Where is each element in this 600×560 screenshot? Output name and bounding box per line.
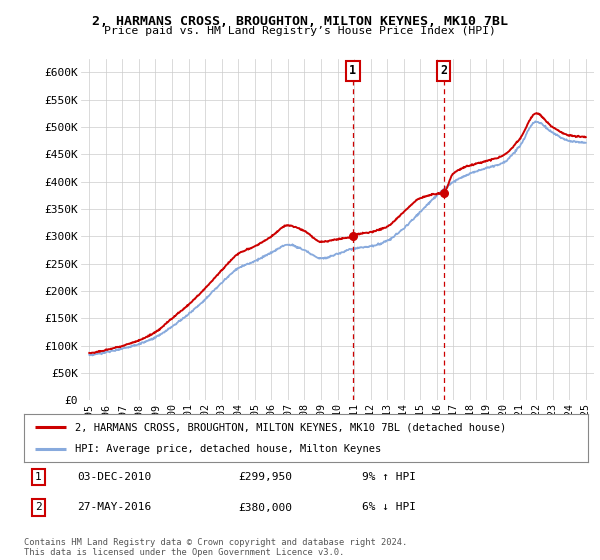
Text: 1: 1 — [35, 472, 41, 482]
Text: Contains HM Land Registry data © Crown copyright and database right 2024.
This d: Contains HM Land Registry data © Crown c… — [24, 538, 407, 557]
Text: 03-DEC-2010: 03-DEC-2010 — [77, 472, 152, 482]
Text: 27-MAY-2016: 27-MAY-2016 — [77, 502, 152, 512]
Text: 9% ↑ HPI: 9% ↑ HPI — [362, 472, 416, 482]
Text: 1: 1 — [349, 64, 356, 77]
Text: 2, HARMANS CROSS, BROUGHTON, MILTON KEYNES, MK10 7BL: 2, HARMANS CROSS, BROUGHTON, MILTON KEYN… — [92, 15, 508, 28]
Text: 2, HARMANS CROSS, BROUGHTON, MILTON KEYNES, MK10 7BL (detached house): 2, HARMANS CROSS, BROUGHTON, MILTON KEYN… — [75, 422, 506, 432]
Text: £380,000: £380,000 — [238, 502, 292, 512]
Text: 2: 2 — [35, 502, 41, 512]
Text: 2: 2 — [440, 64, 447, 77]
Text: Price paid vs. HM Land Registry’s House Price Index (HPI): Price paid vs. HM Land Registry’s House … — [104, 26, 496, 36]
Text: 6% ↓ HPI: 6% ↓ HPI — [362, 502, 416, 512]
Text: HPI: Average price, detached house, Milton Keynes: HPI: Average price, detached house, Milt… — [75, 444, 381, 454]
Text: £299,950: £299,950 — [238, 472, 292, 482]
